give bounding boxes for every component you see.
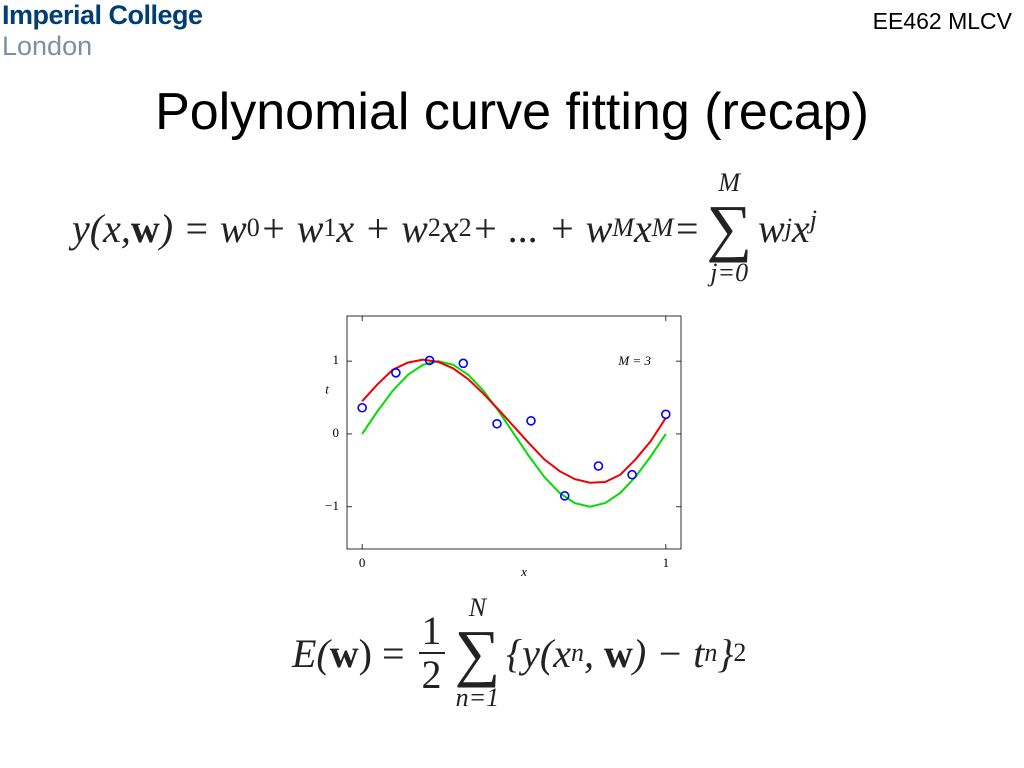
fit-line [361, 360, 667, 508]
course-label: EE462 MLCV [872, 8, 1012, 34]
x-tick-label: 0 [359, 555, 366, 570]
eq-sub: 1 [323, 213, 337, 242]
data-point [559, 491, 570, 501]
eq-text: = [673, 205, 701, 251]
data-point [627, 469, 637, 480]
data-point [424, 355, 435, 366]
eq-sub: n [571, 638, 584, 667]
eq-text: x [791, 205, 810, 251]
eq-text: w [604, 630, 633, 676]
eq-sup: N [468, 593, 487, 622]
eq-text: + w [259, 205, 324, 251]
eq-text: w [130, 205, 160, 251]
numerator: 1 [418, 610, 445, 654]
data-point [492, 418, 502, 429]
eq-sup: M [651, 213, 674, 242]
fit-line [361, 358, 667, 484]
eq-text: , [584, 630, 604, 676]
eq-sup: j [809, 205, 817, 235]
sigma: ∑ [706, 192, 752, 263]
plot-frame [346, 315, 682, 550]
data-point [391, 367, 401, 378]
slide-title: Polynomial curve fitting (recap) [155, 83, 869, 141]
eq-sup: 2 [458, 213, 472, 242]
eq-text: } [717, 630, 734, 676]
eq-text: x [440, 205, 459, 251]
eq-text: y(x, [72, 205, 131, 251]
eq-sup: 2 [733, 638, 747, 667]
eq-text: + ... + w [471, 205, 613, 251]
annotation: M = 3 [617, 353, 651, 368]
eq-text: {y(x [506, 630, 571, 676]
eq-text: ) = [358, 630, 415, 676]
eq-text: x [633, 205, 652, 251]
eq-sub: j [784, 213, 792, 242]
data-point [357, 402, 367, 413]
data-point [661, 409, 671, 420]
eq-text: E( [292, 630, 330, 676]
eq-text: w [329, 630, 359, 676]
y-tick-label: 0 [333, 425, 340, 440]
x-tick-label: 1 [663, 555, 670, 570]
data-point [458, 358, 469, 369]
data-point [593, 461, 604, 471]
logo: Imperial College [2, 0, 203, 30]
eq-sub: n=1 [455, 683, 500, 712]
sigma: ∑ [454, 617, 501, 688]
chart: 0 1 −1 0 1 x t M = 3 [325, 315, 682, 579]
eq-sub: 2 [427, 213, 441, 242]
eq-text: x + w [336, 205, 428, 251]
x-axis-label: x [520, 564, 527, 579]
eq-sub: 0 [246, 213, 260, 242]
y-axis-label: t [325, 381, 329, 396]
eq-sub: n [704, 638, 718, 667]
eq-text: ) − t [632, 630, 705, 676]
logo: London [2, 31, 93, 61]
eq-text: ) = w [159, 205, 247, 251]
y-tick-label: −1 [325, 498, 339, 513]
denominator: 2 [421, 652, 442, 697]
eq-sub: M [612, 213, 634, 242]
eq-text: w [758, 205, 785, 251]
data-point [526, 416, 536, 426]
sum: N ∑ n=1 [455, 595, 501, 711]
eq-sub: j=0 [710, 258, 749, 287]
sum: M ∑ j=0 [706, 170, 752, 286]
y-tick-label: 1 [333, 352, 340, 367]
eq-sup: M [718, 168, 741, 197]
